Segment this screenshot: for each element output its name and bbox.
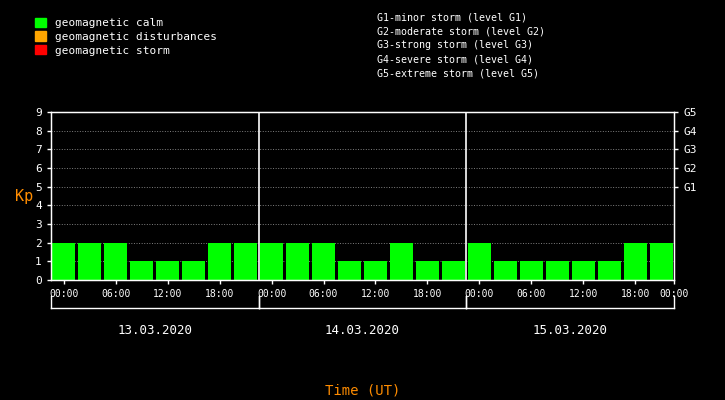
Bar [104, 243, 127, 280]
Bar [624, 243, 647, 280]
Bar [260, 243, 283, 280]
Bar [572, 261, 594, 280]
Bar [390, 243, 413, 280]
Bar [468, 243, 491, 280]
Bar [494, 261, 517, 280]
Text: 15.03.2020: 15.03.2020 [533, 324, 608, 337]
Bar [208, 243, 231, 280]
Bar [546, 261, 569, 280]
Bar [598, 261, 621, 280]
Text: G1-minor storm (level G1)
G2-moderate storm (level G2)
G3-strong storm (level G3: G1-minor storm (level G1) G2-moderate st… [377, 12, 545, 78]
Text: 13.03.2020: 13.03.2020 [117, 324, 192, 337]
Bar [650, 243, 673, 280]
Bar [416, 261, 439, 280]
Bar [234, 243, 257, 280]
Bar [156, 261, 179, 280]
Bar [52, 243, 75, 280]
Bar [338, 261, 361, 280]
Bar [182, 261, 205, 280]
Bar [364, 261, 387, 280]
Bar [520, 261, 543, 280]
Text: Time (UT): Time (UT) [325, 384, 400, 398]
Text: 14.03.2020: 14.03.2020 [325, 324, 400, 337]
Bar [130, 261, 153, 280]
Bar [286, 243, 309, 280]
Y-axis label: Kp: Kp [14, 188, 33, 204]
Bar [442, 261, 465, 280]
Legend: geomagnetic calm, geomagnetic disturbances, geomagnetic storm: geomagnetic calm, geomagnetic disturbanc… [35, 18, 217, 56]
Bar [78, 243, 102, 280]
Bar [312, 243, 335, 280]
